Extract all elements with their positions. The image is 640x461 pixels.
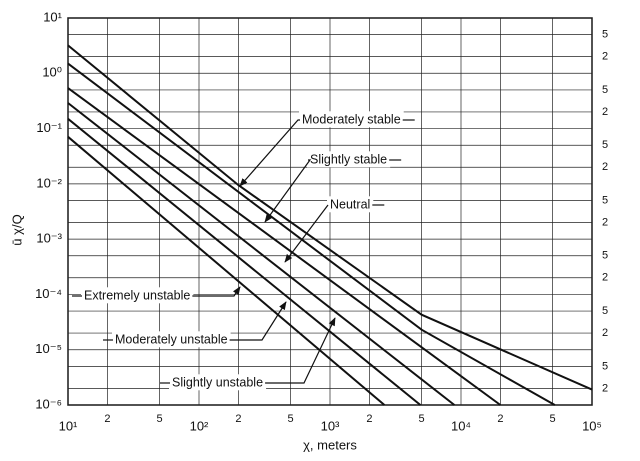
- y-tick-label: 10⁻⁵: [35, 341, 62, 356]
- y-tick-label: 10⁰: [42, 65, 62, 80]
- y-tick-label: 10⁻⁴: [35, 286, 62, 301]
- label-arrow: [192, 286, 241, 297]
- series-label: Moderately unstable: [115, 332, 228, 346]
- y-tick-label: 10⁻²: [36, 175, 62, 190]
- x-tick-label: 2: [104, 413, 110, 425]
- y-right-tick-label: 5: [602, 360, 608, 372]
- y-right-tick-label: 2: [602, 216, 608, 228]
- label-background: [169, 374, 267, 391]
- x-tick-label: 2: [497, 413, 503, 425]
- y-tick-label: 10⁻³: [36, 231, 62, 246]
- label-background: [81, 287, 194, 304]
- x-tick-label: 10³: [321, 418, 340, 433]
- y-right-tick-label: 2: [602, 51, 608, 63]
- x-tick-label: 10²: [190, 418, 209, 433]
- x-tick-label: 10⁵: [582, 418, 602, 433]
- y-right-tick-label: 2: [602, 382, 608, 394]
- y-right-tick-label: 2: [602, 106, 608, 118]
- series-line: [67, 102, 456, 406]
- series-line: [67, 62, 556, 406]
- label-background: [299, 111, 404, 128]
- y-right-tick-label: 5: [602, 194, 608, 206]
- series-label: Extremely unstable: [84, 288, 190, 302]
- x-tick-label: 2: [366, 413, 372, 425]
- series-label: Slightly unstable: [172, 375, 263, 389]
- y-tick-label: 10⁻⁶: [35, 396, 62, 411]
- series-line: [67, 136, 386, 406]
- y-right-tick-label: 2: [602, 161, 608, 173]
- x-tick-label: 5: [288, 413, 294, 425]
- label-arrow: [264, 159, 312, 223]
- label-arrow: [284, 204, 329, 263]
- y-axis-label: ū χ/Q: [9, 214, 24, 245]
- y-right-tick-label: 2: [602, 272, 608, 284]
- label-arrow: [265, 317, 336, 384]
- y-right-tick-label: 5: [602, 29, 608, 41]
- series-label: Moderately stable: [302, 112, 401, 126]
- series-line: [67, 87, 501, 406]
- series-label: Slightly stable: [310, 152, 387, 166]
- y-tick-label: 10⁻¹: [36, 120, 62, 135]
- y-right-tick-label: 5: [602, 305, 608, 317]
- y-right-tick-label: 5: [602, 84, 608, 96]
- label-background: [112, 331, 231, 348]
- x-tick-label: 5: [550, 413, 556, 425]
- x-tick-label: 2: [235, 413, 241, 425]
- series-line: [67, 118, 422, 406]
- y-right-tick-label: 5: [602, 139, 608, 151]
- x-tick-label: 5: [419, 413, 425, 425]
- x-tick-label: 10¹: [59, 418, 78, 433]
- x-tick-label: 5: [157, 413, 163, 425]
- x-axis-label: χ, meters: [303, 437, 357, 452]
- label-arrow: [229, 301, 287, 341]
- y-right-tick-label: 5: [602, 250, 608, 262]
- label-background: [307, 151, 391, 168]
- label-background: [327, 196, 374, 213]
- series-label: Neutral: [330, 197, 370, 211]
- label-arrow: [239, 119, 300, 187]
- y-right-tick-label: 2: [602, 327, 608, 339]
- x-tick-label: 10⁴: [451, 418, 471, 433]
- y-tick-label: 10¹: [43, 9, 62, 24]
- series-line: [67, 44, 593, 391]
